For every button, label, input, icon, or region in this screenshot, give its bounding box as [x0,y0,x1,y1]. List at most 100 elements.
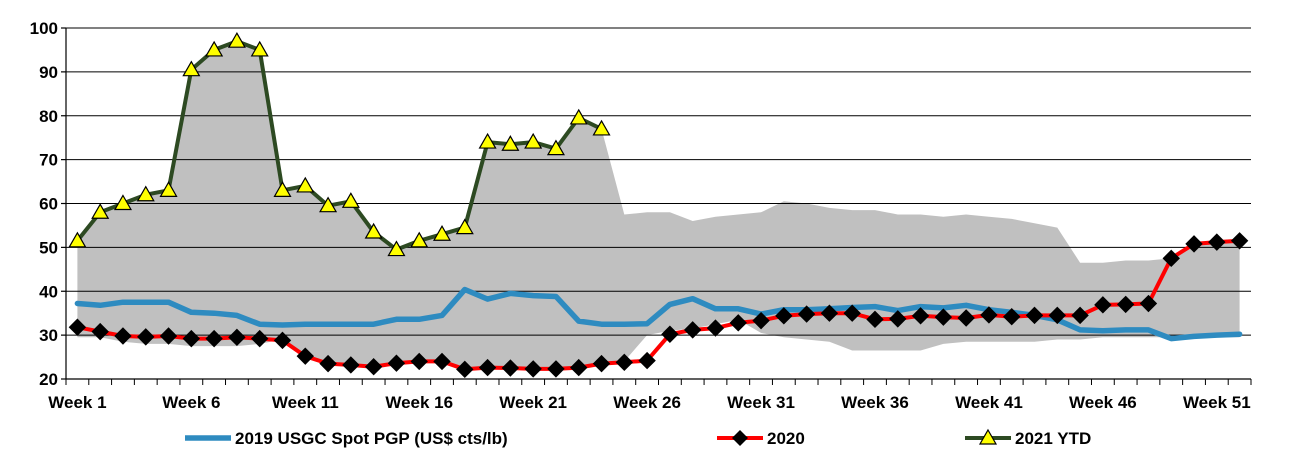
series-2-point [410,352,428,371]
series-2-point [478,358,497,377]
series-2-point [1208,233,1226,251]
series-3-point [410,231,429,248]
series-3-point [159,181,178,197]
y-tick-label-80: 80 [39,107,58,126]
x-tick-label-week-51: Week 51 [1183,393,1251,412]
series-3-point [250,40,269,57]
y-tick-label-20: 20 [39,370,58,389]
series-3-point [227,31,246,48]
series-3-point [432,225,452,241]
x-tick-label-week-26: Week 26 [613,393,681,412]
series-3-point [387,240,406,257]
series-3-point [296,176,315,193]
series-2-point [843,304,861,322]
series-layer [68,31,1249,379]
series-3-point [592,119,611,136]
series-2-point [661,325,679,343]
series-2-point [1094,296,1112,314]
x-tick-label-week-41: Week 41 [955,393,1023,412]
x-tick-labels: Week 1 Week 6 Week 11 Week 16 Week 21 Week 26… [48,393,1250,412]
series-3-point [319,196,338,213]
series-2-point [319,354,337,373]
series-1 [74,286,1243,342]
series-2-point [1003,307,1021,326]
legend-swatch-marker [978,428,998,445]
series-2-point [820,304,839,322]
series-2-point [1162,249,1180,268]
series-2-point [137,328,155,346]
series-2-point [547,360,565,378]
legend-item-3: 2021 YTD [965,428,1091,448]
legend-label-3: 2021 YTD [1015,429,1091,448]
y-tick-labels: 20 30 40 50 60 70 80 90 100 [30,19,58,389]
series-2-point [159,327,178,345]
x-tick-label-week-1: Week 1 [48,393,106,412]
y-tick-label-90: 90 [39,63,58,82]
series-2-point [889,310,907,328]
series-2-point [91,322,109,341]
series-3-point [205,40,224,57]
series-2-point [706,319,725,337]
x-tick-label-week-31: Week 31 [727,393,795,412]
series-2-point [934,308,953,326]
series-2-point [1048,306,1067,325]
series-3-point [182,60,201,77]
series-3-point [113,194,133,211]
series-2-point [752,311,770,330]
legend: 2019 USGC Spot PGP (US$ cts/lb) 2020 2021 … [185,428,1091,448]
series-2-point [228,328,246,347]
series-2-point [68,318,87,336]
series-2-point [1185,235,1203,253]
series-3-point [364,222,383,239]
series-2-point [342,356,360,374]
range-band-area [77,41,1240,371]
series-3-point [478,132,497,149]
series-3-point [273,181,292,197]
y-tick-label-40: 40 [39,282,58,301]
series-2-point [1071,306,1089,325]
y-tick-label-50: 50 [39,238,58,257]
series-2-point [1116,295,1135,314]
x-tick-label-week-36: Week 36 [841,393,909,412]
series-2-point [456,360,474,379]
legend-item-1: 2019 USGC Spot PGP (US$ cts/lb) [185,429,508,448]
series-line-2 [75,238,1242,372]
legend-label-2: 2020 [767,429,805,448]
legend-swatch-marker [732,430,748,446]
y-tick-label-100: 100 [30,19,58,38]
y-tick-label-30: 30 [39,326,58,345]
series-3-point [136,185,155,202]
series-2-point [205,329,223,348]
series-2-point [296,347,314,365]
series-2-point [1139,294,1158,313]
series-3-point [91,203,110,219]
series-line-1 [74,286,1243,342]
series-2-point [980,306,998,324]
series-2-point [387,354,406,372]
series-2-point [729,314,747,332]
series-3-point [524,132,543,149]
legend-label-1: 2019 USGC Spot PGP (US$ cts/lb) [235,429,508,448]
series-3-point [501,135,520,151]
series-2-point [775,307,793,325]
series-2-point [433,352,451,371]
x-tick-label-week-11: Week 11 [272,393,339,412]
series-3-point [341,192,360,208]
series-3-point [455,218,474,235]
series-2 [68,232,1249,379]
series-2-point [524,360,542,378]
legend-item-2: 2020 [717,429,805,448]
series-3-point [569,108,588,125]
series-2-point [797,305,816,323]
series-3 [68,31,611,257]
x-tick-label-week-6: Week 6 [162,393,220,412]
series-2-point [273,331,292,350]
series-2-point [866,310,884,329]
series-3-point [68,231,87,248]
series-2-point [615,353,634,372]
series-2-point [182,329,201,348]
range-band-layer [77,41,1240,371]
series-3-point [546,139,565,156]
